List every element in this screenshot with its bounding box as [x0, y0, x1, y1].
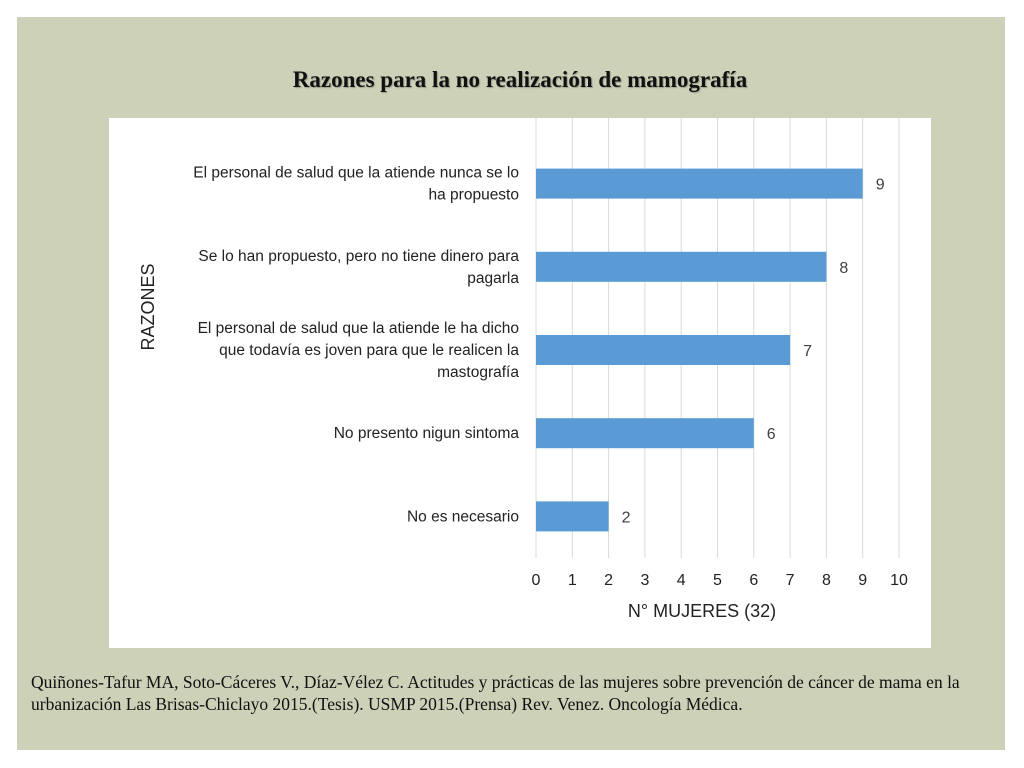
bar-chart: 0 1 2 3 4 5 6 7 8 9 10 9 El personal de salud que la…	[138, 118, 908, 621]
citation-text: Quiñones-Tafur MA, Soto-Cáceres V., Díaz…	[31, 672, 960, 714]
x-tick-label: 3	[640, 572, 649, 589]
x-tick-label: 2	[604, 572, 613, 589]
x-tick-label: 10	[890, 572, 908, 589]
bar	[536, 501, 609, 532]
x-axis-title: N° MUJERES (32)	[628, 601, 776, 621]
category-label: Se lo han propuesto, pero no tiene diner…	[198, 248, 519, 265]
data-label: 9	[876, 177, 885, 194]
bar	[536, 335, 791, 365]
category-label: pagarla	[467, 270, 519, 287]
bar	[536, 168, 863, 199]
category-label: que todavía es joven para que le realice…	[219, 342, 519, 359]
x-tick-label: 0	[532, 572, 541, 589]
x-tick-label: 1	[568, 572, 577, 589]
bar	[536, 251, 827, 282]
x-tick-label: 8	[822, 572, 831, 589]
category-label: El personal de salud que la atiende le h…	[198, 320, 519, 337]
bar	[536, 418, 754, 449]
chart-area: 0 1 2 3 4 5 6 7 8 9 10 9 El personal de salud que la…	[109, 118, 931, 648]
slide-title: Razones para la no realización de mamogr…	[292, 67, 748, 92]
category-label: ha propuesto	[429, 187, 520, 204]
data-label: 7	[803, 343, 812, 360]
x-tick-label: 5	[713, 572, 722, 589]
x-tick-label: 7	[786, 572, 795, 589]
category-label: No es necesario	[407, 508, 519, 525]
category-label: No presento nigun sintoma	[334, 425, 520, 442]
x-tick-label: 9	[858, 572, 867, 589]
category-label: mastografía	[437, 364, 519, 381]
x-tick-label: 4	[677, 572, 686, 589]
y-axis-title: RAZONES	[138, 263, 158, 350]
data-label: 2	[622, 509, 631, 526]
x-tick-label: 6	[749, 572, 758, 589]
data-label: 6	[767, 426, 776, 443]
category-label: El personal de salud que la atiende nunc…	[193, 165, 519, 182]
data-label: 8	[839, 260, 848, 277]
